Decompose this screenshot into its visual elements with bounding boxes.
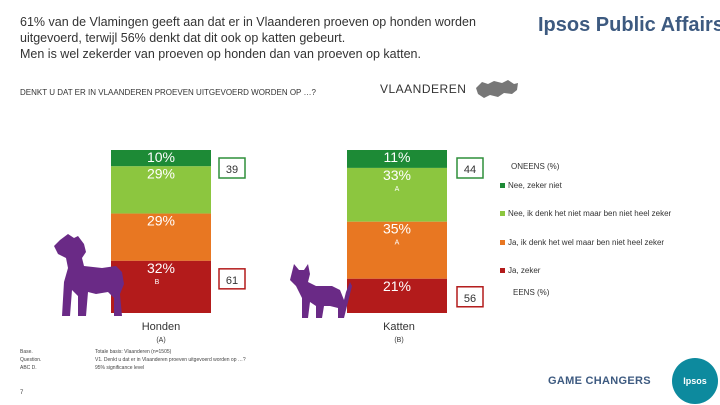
bar-segment xyxy=(111,166,211,214)
footer-abcd: ABC D. xyxy=(20,365,37,371)
category-sub-honden: (A) xyxy=(156,337,166,344)
legend-label: Nee, ik denk het niet maar ben niet heel… xyxy=(508,209,672,218)
significance-label: A xyxy=(395,240,400,247)
footer-question-value: V1. Denkt u dat er in Vlaanderen proeven… xyxy=(95,357,246,363)
significance-label: B xyxy=(155,279,160,286)
oneens-total-label: 44 xyxy=(464,164,476,176)
legend-swatch xyxy=(500,240,505,246)
footer-significance: 95% significance level xyxy=(95,365,145,371)
bar-value-label: 21% xyxy=(383,278,411,294)
legend-item: Nee, ik denk het niet maar ben niet heel… xyxy=(500,209,671,218)
cat-icon xyxy=(290,264,352,318)
headline-line-3: Men is wel zekerder van proeven op honde… xyxy=(20,47,421,61)
bar-segment xyxy=(111,150,211,167)
game-changers-tagline: GAME CHANGERS xyxy=(548,375,651,387)
footer-base-value: Totale basis: Vlaanderen (n=1505) xyxy=(95,349,172,355)
bar-value-label: 29% xyxy=(147,213,175,229)
legend-eens-title: EENS (%) xyxy=(513,288,550,297)
headline-line-1: 61% van de Vlamingen geeft aan dat er in… xyxy=(20,15,476,29)
headline: 61% van de Vlamingen geeft aan dat er in… xyxy=(20,14,500,62)
legend-label: Nee, zeker niet xyxy=(508,181,562,190)
footer-left: Base. Question. ABC D. xyxy=(20,348,41,372)
question-label: DENKT U DAT ER IN VLAANDEREN PROEVEN UIT… xyxy=(20,88,316,97)
headline-line-2: uitgevoerd, terwijl 56% denkt dat dit oo… xyxy=(20,31,346,45)
bar-segment xyxy=(347,221,447,279)
oneens-total-label: 39 xyxy=(226,164,238,176)
oneens-total-box xyxy=(218,157,246,179)
eens-total-box xyxy=(456,286,484,308)
legend-swatch xyxy=(500,183,505,189)
bar-value-label: 32% xyxy=(147,260,175,276)
bar-value-label: 11% xyxy=(384,149,411,165)
legend-label: Ja, zeker xyxy=(508,266,541,275)
footer-right: Totale basis: Vlaanderen (n=1505) V1. De… xyxy=(95,348,246,372)
brand-logo: Ipsos Public Affairs xyxy=(538,14,720,36)
eens-total-label: 56 xyxy=(464,293,476,305)
page-number: 7 xyxy=(20,390,24,396)
legend-item: Nee, zeker niet xyxy=(500,181,562,190)
bar-value-label: 29% xyxy=(147,165,175,181)
category-label-katten: Katten xyxy=(383,321,415,333)
bar-segment xyxy=(347,150,447,168)
legend-item: Ja, ik denk het wel maar ben niet heel z… xyxy=(500,238,664,247)
legend-oneens-title: ONEENS (%) xyxy=(511,162,560,171)
bar-segment xyxy=(347,167,447,222)
legend-swatch xyxy=(500,268,505,274)
footer-base: Base. xyxy=(20,349,33,355)
category-sub-katten: (B) xyxy=(394,337,404,344)
category-label-honden: Honden xyxy=(141,321,181,333)
bar-value-label: 33% xyxy=(383,167,411,183)
eens-total-box xyxy=(218,268,246,290)
footer-question: Question. xyxy=(20,357,42,363)
significance-label: A xyxy=(395,186,400,193)
eens-total-label: 61 xyxy=(226,275,238,287)
bar-value-label: 35% xyxy=(383,221,411,237)
legend-item: Ja, zeker xyxy=(500,266,540,275)
region-label: VLAANDEREN xyxy=(380,82,467,96)
legend-label: Ja, ik denk het wel maar ben niet heel z… xyxy=(508,238,665,247)
bar-value-label: 10% xyxy=(147,149,175,165)
flanders-map-icon xyxy=(476,80,518,98)
legend-swatch xyxy=(500,211,505,217)
dog-icon xyxy=(54,234,124,316)
bar-segment xyxy=(347,278,447,313)
oneens-total-box xyxy=(456,157,484,179)
ipsos-logo-badge: Ipsos xyxy=(672,358,718,404)
